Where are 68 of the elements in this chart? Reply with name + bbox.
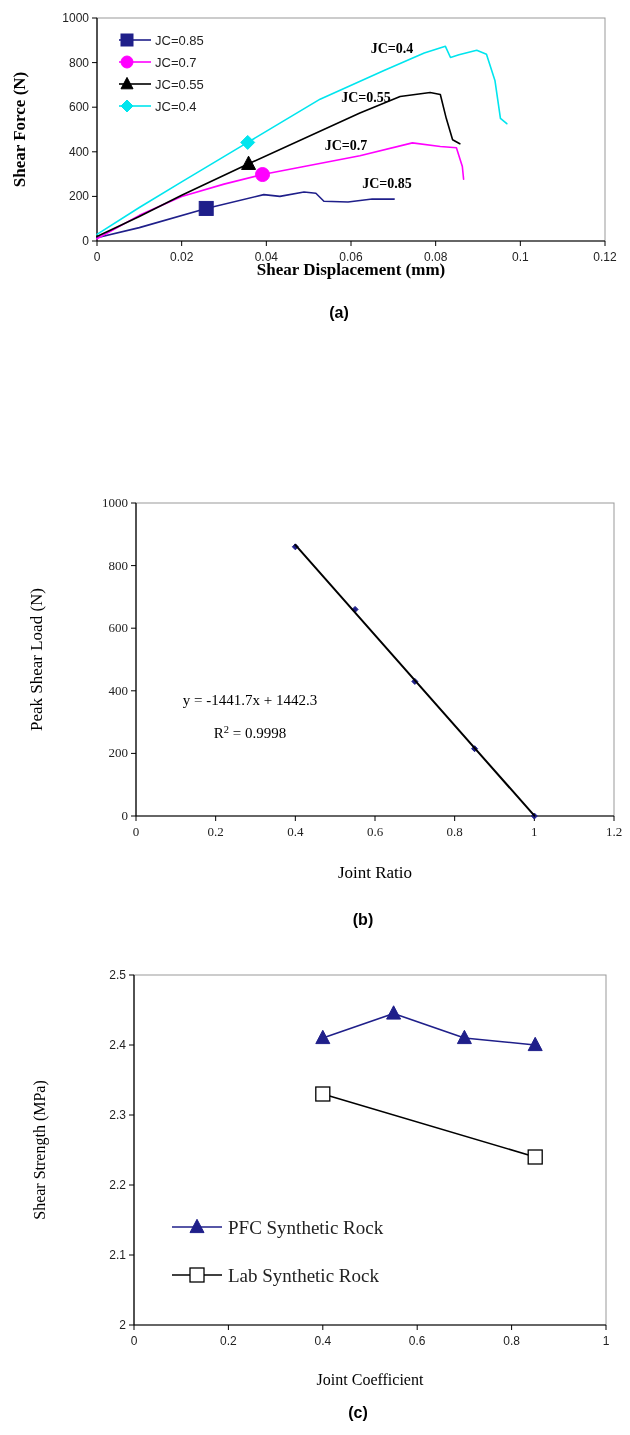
y-tick-label: 0 — [82, 234, 90, 248]
legend-label: JC=0.7 — [155, 54, 197, 70]
x-tick-label: 0.4 — [287, 824, 304, 839]
y-tick-label: 600 — [68, 100, 90, 115]
y-tick-label: 2.4 — [109, 1038, 127, 1052]
x-tick-label: 0.02 — [169, 250, 194, 264]
annotation: JC=0.7 — [324, 138, 368, 153]
y-tick-label: 800 — [68, 55, 90, 70]
y-axis-title: Shear Force (N) — [10, 71, 29, 188]
x-tick-label: 0.4 — [314, 1334, 332, 1348]
y-tick-label: 2.2 — [109, 1178, 127, 1192]
legend-label: JC=0.4 — [155, 98, 197, 114]
x-axis-title: Joint Coefficient — [316, 1371, 424, 1388]
x-tick-label: 1.2 — [605, 824, 623, 839]
x-tick-label: 1 — [602, 1334, 610, 1348]
y-tick-label: 800 — [108, 557, 128, 573]
x-tick-label: 1 — [531, 824, 538, 839]
x-tick-label: 0.6 — [408, 1334, 426, 1348]
legend-label: JC=0.55 — [155, 76, 204, 92]
point — [241, 155, 257, 170]
y-tick-label: 400 — [68, 144, 90, 159]
x-tick-label: 0.2 — [220, 1334, 238, 1348]
line-series — [96, 191, 395, 239]
y-tick-label: 2.3 — [109, 1108, 127, 1122]
point — [240, 134, 256, 150]
y-tick-label: 200 — [68, 189, 90, 204]
annotation: y = -1441.7x + 1442.3 — [182, 692, 318, 708]
y-tick-label: 600 — [108, 620, 128, 636]
point — [315, 1029, 331, 1045]
point — [255, 167, 271, 183]
y-tick-label: 2 — [119, 1318, 127, 1332]
x-tick-label: 0.8 — [446, 824, 463, 839]
y-tick-label: 2.1 — [109, 1248, 127, 1262]
y-tick-label: 400 — [108, 682, 128, 698]
x-tick-label: 0 — [132, 824, 140, 839]
line-series — [96, 142, 465, 240]
y-tick-label: 200 — [108, 745, 128, 761]
legend-label: Lab Synthetic Rock — [228, 1264, 380, 1286]
x-tick-label: 0.1 — [511, 250, 529, 264]
x-tick-label: 0.2 — [207, 824, 224, 839]
y-axis-title: Peak Shear Load (N) — [27, 587, 46, 732]
y-tick-label: 2.5 — [109, 968, 127, 982]
point — [315, 1086, 331, 1102]
point — [456, 1029, 472, 1045]
point — [386, 1005, 402, 1020]
legend-label: PFC Synthetic Rock — [228, 1216, 384, 1238]
legend-label: JC=0.85 — [155, 32, 204, 48]
x-tick-label: 0.12 — [593, 250, 617, 264]
y-tick-label: 0 — [121, 808, 128, 823]
x-tick-label: 0 — [130, 1334, 138, 1348]
y-tick-label: 1000 — [102, 495, 128, 510]
text: (b) — [352, 911, 374, 928]
annotation: JC=0.85 — [362, 176, 412, 191]
text: (a) — [329, 304, 349, 321]
y-axis-title: Shear Strength (MPa) — [31, 1080, 49, 1220]
point — [527, 1036, 543, 1052]
annotation: JC=0.55 — [341, 90, 391, 105]
line-series — [96, 45, 508, 236]
x-tick-label: 0 — [93, 250, 101, 264]
x-axis-title: Joint Ratio — [337, 863, 413, 882]
annotation: JC=0.4 — [370, 41, 414, 56]
point — [198, 200, 214, 216]
y-tick-label: 1000 — [62, 11, 90, 25]
point — [527, 1149, 543, 1165]
text: (c) — [348, 1404, 368, 1421]
annotation: R$^{2}$ = 0.9998 — [213, 723, 287, 741]
x-tick-label: 0.8 — [503, 1334, 521, 1348]
x-tick-label: 0.6 — [366, 824, 384, 839]
